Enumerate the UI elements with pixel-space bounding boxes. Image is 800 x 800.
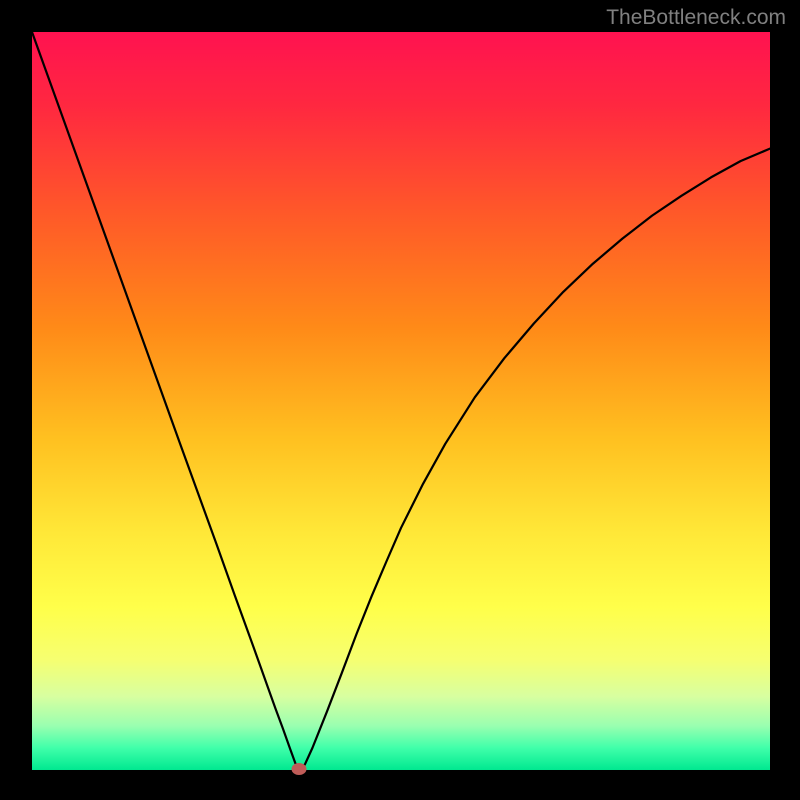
minimum-marker xyxy=(292,763,307,775)
plot-svg xyxy=(32,32,770,770)
plot-area xyxy=(32,32,770,770)
plot-background xyxy=(32,32,770,770)
watermark: TheBottleneck.com xyxy=(606,6,786,30)
